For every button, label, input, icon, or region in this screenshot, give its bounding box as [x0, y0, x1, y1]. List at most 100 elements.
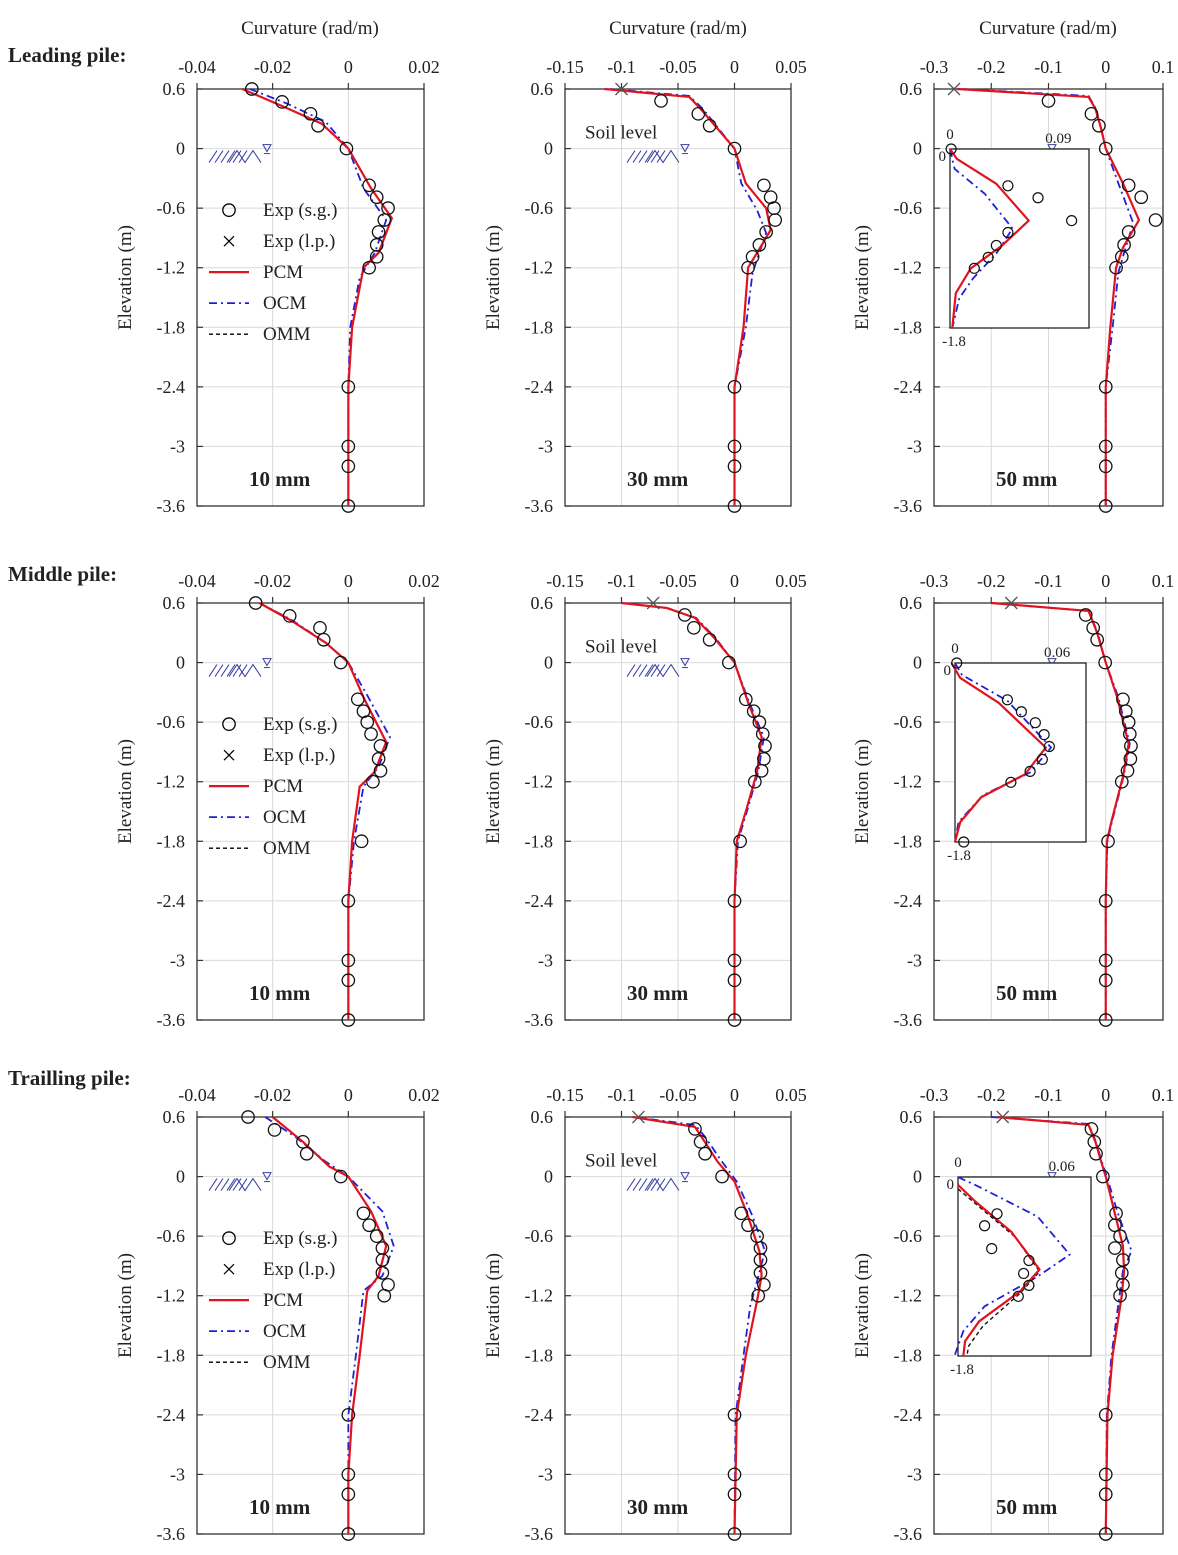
y-tick-label: -2.4 [157, 891, 186, 911]
legend-item-exp-s-g: Exp (s.g.) [222, 714, 337, 735]
exp-sg-point [746, 704, 761, 719]
displacement-label: 50 mm [996, 467, 1058, 491]
exp-sg-point [1096, 1169, 1110, 1184]
exp-sg-point [698, 1146, 712, 1161]
exp-sg-point [362, 260, 376, 275]
exp-sg-point [316, 632, 331, 647]
x-tick-label: 0 [730, 571, 739, 591]
series-line-ocm [632, 1116, 766, 1535]
y-tick-label: -3.6 [894, 496, 923, 516]
exp-sg-point [377, 1288, 392, 1303]
legend-item-pcm: PCM [209, 262, 303, 283]
legend-item-exp-s-g: Exp (s.g.) [222, 1228, 337, 1249]
plot-frame [196, 602, 425, 1021]
exp-sg-point [754, 763, 769, 778]
soil-level-icon [626, 144, 690, 164]
exp-sg-point [341, 973, 356, 988]
row-labels: Leading pile: Middle pile: Trailling pil… [8, 43, 131, 1090]
exp-sg-point [741, 260, 755, 275]
exp-sg-point [373, 739, 388, 753]
inset-exp-sg-point [1005, 776, 1017, 788]
exp-sg-point [741, 1218, 755, 1233]
chart-panel-leading-pile-10mm: -0.04 -0.02 0 0.02 0.6 0 -0.6 -1.2 -1.8 -2.4 -3 -3.… [115, 57, 440, 516]
exp-sg-point [1108, 1218, 1122, 1233]
y-tick-label: -1.2 [525, 1286, 554, 1306]
y-tick-label: -1.2 [157, 772, 186, 792]
x-tick-label: -0.1 [1034, 1085, 1063, 1105]
inset-exp-sg-point [986, 1242, 998, 1255]
legend-label: OMM [263, 1352, 311, 1373]
y-tick-label: -1.2 [894, 1286, 923, 1306]
exp-sg-point [1098, 439, 1113, 454]
x-tick-label: 0 [1101, 57, 1110, 77]
exp-sg-point [245, 82, 259, 96]
exp-sg-point [369, 249, 384, 264]
y-tick-label: 0 [176, 139, 185, 159]
exp-sg-point [1084, 1122, 1099, 1136]
inset-series-line-ocm [953, 1176, 1071, 1357]
x-tick-label: 0.05 [775, 571, 807, 591]
x-tick-label: -0.15 [546, 1085, 584, 1105]
chart-panel-trailling-pile-10mm: -0.04 -0.02 0 0.02 0.6 0 -0.6 -1.2 -1.8 -2.4 -3 -3.… [115, 1085, 440, 1544]
exp-sg-point [1113, 1229, 1127, 1243]
water-level-triangle-icon [262, 658, 272, 667]
exp-sg-point [354, 834, 369, 849]
inset-x-tick-label: 0.06 [1049, 1159, 1076, 1175]
water-level-triangle-icon [1047, 144, 1057, 153]
exp-sg-point [727, 1408, 742, 1422]
inset-exp-sg-point [958, 836, 970, 848]
inset-exp-sg-point [1036, 753, 1048, 766]
x-tick-label: -0.15 [546, 571, 584, 591]
legend-label: PCM [263, 262, 303, 283]
exp-sg-point [727, 1467, 742, 1482]
exp-sg-point [727, 380, 742, 394]
series-line-pcm [258, 602, 388, 1020]
y-tick-label: 0.6 [531, 593, 554, 613]
legend-item-exp-s-g: Exp (s.g.) [222, 200, 337, 221]
exp-lp-point [631, 1110, 645, 1124]
water-level-triangle-icon [1047, 1172, 1057, 1181]
x-tick-label: -0.2 [977, 57, 1006, 77]
y-tick-label: -1.2 [525, 258, 554, 278]
x-tick-label: 0 [1101, 571, 1110, 591]
y-axis-title: Elevation (m) [115, 225, 136, 330]
y-tick-label: -3.6 [894, 1010, 923, 1030]
exp-sg-point [1118, 704, 1133, 719]
exp-sg-point [381, 201, 395, 215]
x-tick-label: -0.02 [254, 571, 292, 591]
legend-item-exp-l-p: Exp (l.p.) [223, 1259, 335, 1280]
y-tick-label: -1.8 [894, 1345, 923, 1365]
exp-lp-point [1004, 596, 1018, 610]
inset-exp-sg-point [1002, 180, 1014, 192]
exp-sg-point [727, 973, 742, 988]
y-axis-title: Elevation (m) [115, 1253, 136, 1358]
y-tick-label: 0.6 [163, 79, 186, 99]
inset-x-tick-label: 0.09 [1045, 131, 1071, 147]
y-tick-label: 0 [913, 1167, 922, 1187]
exp-sg-point [364, 727, 378, 741]
exp-sg-point [1098, 1527, 1113, 1541]
x-tick-label: -0.04 [178, 571, 216, 591]
exp-sg-point [377, 213, 392, 227]
exp-sg-point [1098, 1487, 1113, 1502]
y-tick-label: 0 [544, 1167, 553, 1187]
legend-label: Exp (l.p.) [263, 745, 335, 766]
plot-frame [196, 1116, 425, 1535]
inset-frame [949, 148, 1090, 329]
chart-panels: -0.04 -0.02 0 0.02 0.6 0 -0.6 -1.2 -1.8 -2.4 -3 -3.… [115, 57, 1174, 1544]
y-tick-label: -2.4 [157, 1405, 186, 1425]
exp-sg-point [1098, 1013, 1113, 1027]
series-line-ocm [610, 88, 768, 506]
exp-sg-point [727, 459, 742, 474]
exp-sg-point [1084, 106, 1099, 121]
x-tick-label: -0.3 [920, 1085, 949, 1105]
exp-sg-point [350, 692, 365, 707]
exp-sg-point [282, 609, 297, 623]
exp-sg-point [341, 459, 356, 474]
legend-marker-circle [222, 1231, 236, 1245]
inset-x-tick-label: 0.06 [1044, 645, 1071, 661]
exp-sg-point [1113, 1288, 1127, 1303]
exp-sg-point [248, 596, 263, 610]
inset-exp-sg-point [1038, 728, 1050, 741]
